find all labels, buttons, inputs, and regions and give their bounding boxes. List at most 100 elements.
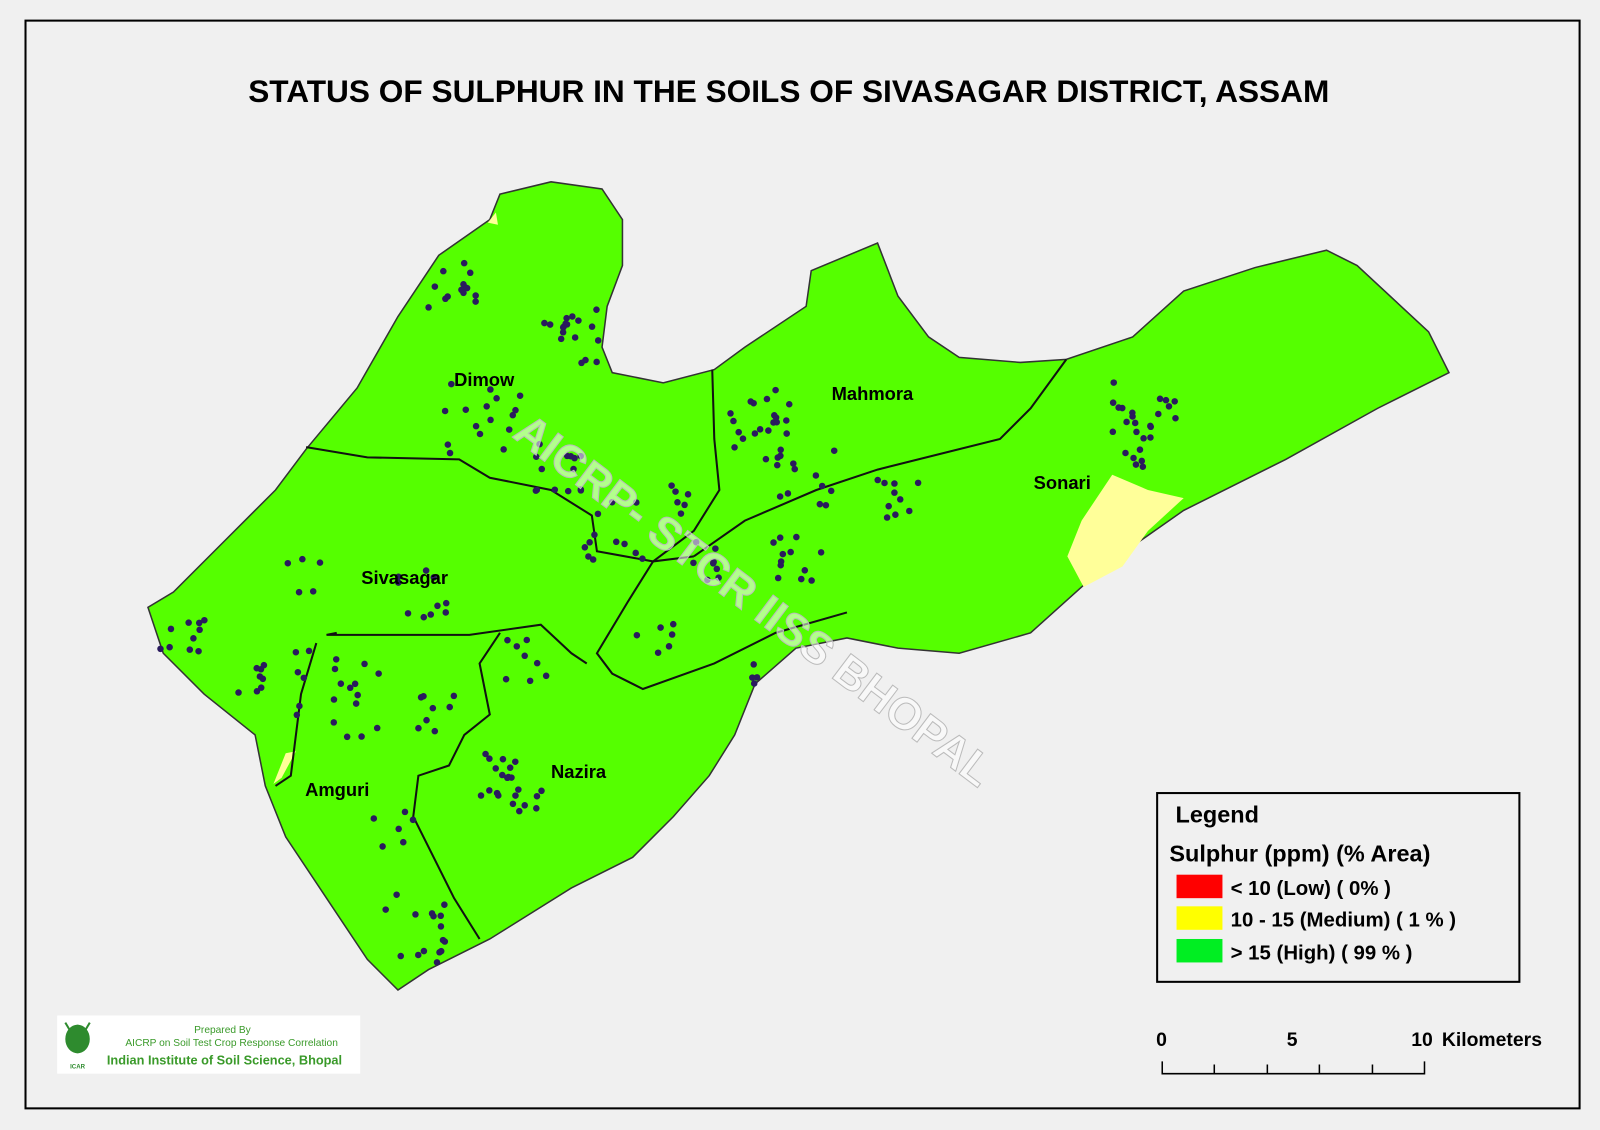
sample-point [564,487,572,495]
subdivision-boundaries [274,358,1068,940]
sample-point [300,674,308,682]
sample-point [166,643,173,651]
sample-point [885,502,892,510]
sample-point [551,486,559,493]
region-label-sivasagar: Sivasagar [361,567,448,588]
sample-point [370,815,378,822]
medium-zone-amguri [273,751,296,784]
sample-point [681,501,688,509]
sample-point [577,452,584,460]
sample-point [830,447,838,454]
sample-point [444,441,452,448]
sample-point [538,787,545,795]
sample-point [1156,395,1164,403]
sample-point [762,455,770,463]
sample-point [512,758,519,766]
sample-point [783,430,790,437]
sample-point [1115,404,1122,411]
sample-point [472,422,480,430]
sample-point [914,479,922,487]
sample-point [591,531,598,539]
sample-point [441,407,449,415]
sample-point [257,684,265,691]
sample-point [196,626,203,634]
region-label-sonari: Sonari [1034,472,1091,493]
scale-bar: 0 5 10 Kilometers [1156,1029,1542,1075]
sample-point [195,619,203,627]
sample-point [756,426,764,433]
sample-point [434,602,441,610]
sample-point [373,724,381,732]
sample-point [567,452,575,460]
sample-point [446,449,454,457]
sample-point [354,691,361,699]
medium-zone-sonari [1067,474,1184,587]
sample-point [505,426,513,433]
sample-point [801,567,809,574]
sample-point [358,733,365,740]
sample-point [657,624,664,631]
sample-point [332,656,340,663]
sample-point [476,430,484,438]
sample-point [444,293,451,300]
sample-point [477,792,485,799]
sample-point [442,609,450,616]
sample-point [808,577,815,584]
sample-point [562,320,569,327]
sample-point [586,539,593,546]
sample-point [420,613,428,621]
sample-point [448,380,455,388]
sample-point [425,304,432,311]
scale-bar-line [1161,1061,1426,1075]
sample-point [299,555,306,563]
sample-point [541,319,548,327]
sample-point [677,510,685,517]
sample-point [793,533,800,541]
sample-point [509,800,517,808]
region-label-amguri: Amguri [305,779,369,800]
credit-line-3: Indian Institute of Soil Science, Bhopal [107,1052,342,1067]
sample-point [499,771,506,779]
sample-point [442,599,450,607]
sample-point [429,704,437,712]
sample-point [570,465,577,473]
sample-point [382,906,389,913]
sample-point [684,491,692,498]
sample-point [509,411,517,419]
sample-point [504,636,511,644]
sample-point [533,805,540,812]
sample-point [557,335,565,343]
sample-point [460,259,468,267]
sample-point [612,538,620,546]
sample-point [1147,422,1154,430]
credit-block: ICAR Prepared By AICRP on Soil Test Crop… [57,1015,361,1074]
sample-point [1162,396,1170,404]
sample-point [1109,399,1117,406]
sample-point [674,499,681,506]
sample-point [563,314,570,322]
sample-point [506,764,514,771]
sample-point [397,952,405,960]
sample-point [581,544,589,551]
sample-point [395,825,402,833]
sample-point [751,430,759,437]
sample-point [896,496,904,503]
sample-point [735,428,742,436]
sample-point [393,891,400,898]
legend-swatch-medium [1176,906,1223,930]
sample-point [827,487,835,495]
sample-point [891,480,898,487]
sample-point [747,398,755,405]
sample-point [1109,428,1117,436]
credit-line-2: AICRP on Soil Test Crop Response Correla… [125,1038,338,1049]
sample-point [427,611,435,618]
sample-point [284,559,292,567]
sample-point [593,358,600,366]
sample-points [157,259,1179,966]
sample-point [305,647,313,655]
sample-point [260,661,268,669]
district-outline [147,181,1451,991]
sample-point [881,479,888,487]
sample-point [293,711,301,719]
